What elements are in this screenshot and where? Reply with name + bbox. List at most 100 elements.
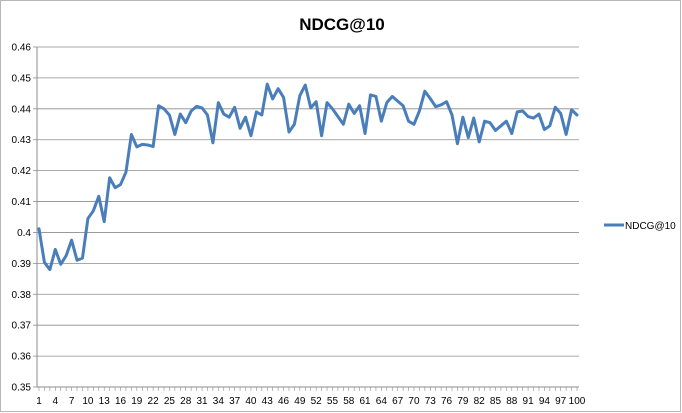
data-point — [81, 257, 83, 259]
x-tick-label: 31 — [196, 396, 208, 407]
data-point — [108, 177, 110, 179]
data-point — [146, 144, 148, 146]
data-point — [380, 120, 382, 122]
data-point — [511, 132, 513, 134]
x-tick-label: 73 — [425, 396, 437, 407]
data-point — [348, 103, 350, 105]
data-point — [358, 105, 360, 107]
x-tick-label: 43 — [262, 396, 274, 407]
x-tick-label: 37 — [229, 396, 241, 407]
data-point — [38, 228, 40, 230]
data-point — [179, 113, 181, 115]
x-tick-label: 49 — [294, 396, 306, 407]
data-point — [521, 110, 523, 112]
x-tick-label: 34 — [213, 396, 225, 407]
data-point — [271, 98, 273, 100]
x-tick-label: 67 — [392, 396, 404, 407]
data-point — [407, 120, 409, 122]
y-tick-label: 0.45 — [12, 73, 32, 84]
x-tick-label: 82 — [474, 396, 486, 407]
data-point — [277, 88, 279, 90]
x-tick-label: 94 — [539, 396, 551, 407]
data-point — [266, 83, 268, 85]
x-tick-label: 55 — [327, 396, 339, 407]
data-point — [233, 106, 235, 108]
series-line-ndcg10 — [37, 82, 579, 272]
data-point — [429, 97, 431, 99]
data-point — [212, 142, 214, 144]
data-point — [168, 114, 170, 116]
data-point — [353, 112, 355, 114]
data-point — [195, 105, 197, 107]
data-point — [141, 143, 143, 145]
data-point — [87, 217, 89, 219]
data-point — [228, 116, 230, 118]
data-point — [538, 113, 540, 115]
data-point — [342, 123, 344, 125]
legend-label: NDCG@10 — [625, 221, 676, 232]
data-point — [478, 141, 480, 143]
data-point — [570, 109, 572, 111]
data-point — [576, 114, 578, 116]
data-point — [516, 111, 518, 113]
data-point — [157, 105, 159, 107]
data-point — [369, 94, 371, 96]
data-point — [483, 120, 485, 122]
data-point — [494, 129, 496, 131]
data-point — [473, 117, 475, 119]
x-tick-label: 85 — [490, 396, 502, 407]
data-point — [456, 143, 458, 145]
data-point — [489, 122, 491, 124]
data-point — [239, 127, 241, 129]
data-point — [445, 101, 447, 103]
data-point — [152, 145, 154, 147]
data-point — [255, 111, 257, 113]
data-point — [103, 220, 105, 222]
x-tick-label: 1 — [36, 396, 42, 407]
data-point — [462, 116, 464, 118]
data-point — [310, 107, 312, 109]
x-tick-label: 52 — [311, 396, 323, 407]
y-tick-label: 0.41 — [12, 197, 32, 208]
data-point — [43, 261, 45, 263]
x-tick-label: 7 — [69, 396, 75, 407]
data-point — [206, 114, 208, 116]
data-point — [435, 105, 437, 107]
y-tick-label: 0.44 — [12, 104, 32, 115]
x-tick-label: 25 — [164, 396, 176, 407]
y-tick-label: 0.4 — [17, 228, 31, 239]
data-point — [190, 110, 192, 112]
data-point — [223, 113, 225, 115]
y-tick-label: 0.35 — [12, 383, 32, 394]
data-point — [413, 123, 415, 125]
legend: NDCG@10 — [604, 221, 676, 232]
data-point — [451, 114, 453, 116]
data-point — [337, 115, 339, 117]
data-point — [386, 101, 388, 103]
data-point — [396, 100, 398, 102]
data-point — [185, 122, 187, 124]
data-point — [391, 95, 393, 97]
x-tick-label: 88 — [506, 396, 518, 407]
data-point — [49, 268, 51, 270]
data-point — [331, 108, 333, 110]
x-tick-label: 97 — [555, 396, 567, 407]
data-point — [119, 183, 121, 185]
data-point — [532, 117, 534, 119]
y-tick-label: 0.36 — [12, 352, 32, 363]
data-point — [130, 133, 132, 135]
data-point — [559, 112, 561, 114]
data-point — [304, 84, 306, 86]
data-point — [565, 133, 567, 135]
x-tick-label: 40 — [245, 396, 257, 407]
data-point — [65, 254, 67, 256]
x-tick-label: 28 — [180, 396, 192, 407]
x-tick-label: 91 — [523, 396, 535, 407]
data-point — [288, 131, 290, 133]
data-point — [554, 106, 556, 108]
y-tick-label: 0.37 — [12, 321, 32, 332]
chart-title: NDCG@10 — [299, 15, 385, 34]
data-point — [418, 110, 420, 112]
x-tick-label: 79 — [457, 396, 469, 407]
